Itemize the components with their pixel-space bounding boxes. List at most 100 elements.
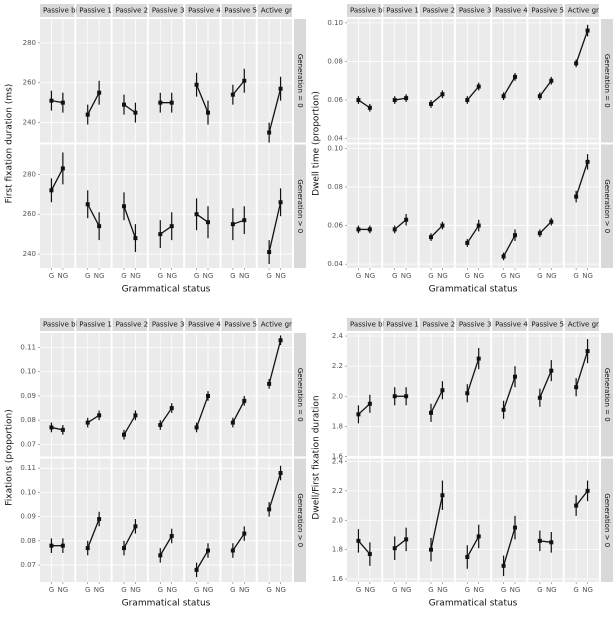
- point: [501, 94, 506, 99]
- column-label: Passive 5: [531, 321, 564, 329]
- panel: [455, 19, 491, 143]
- x-tick-label: NG: [582, 272, 593, 280]
- row-strip: [294, 19, 306, 143]
- y-tick-label: 0.09: [20, 513, 36, 521]
- point: [194, 82, 199, 87]
- x-tick-label: G: [121, 272, 126, 280]
- point: [242, 218, 247, 223]
- panel: [148, 333, 184, 457]
- point: [60, 427, 65, 432]
- column-label: Passive 4: [495, 321, 528, 329]
- row-strip: [294, 333, 306, 457]
- point: [465, 555, 470, 560]
- y-tick-label: 0.08: [20, 416, 36, 424]
- panel: [347, 333, 382, 457]
- point: [267, 507, 272, 512]
- point: [574, 194, 579, 199]
- row-label: Generation > 0: [603, 493, 611, 547]
- point: [206, 110, 210, 115]
- point: [194, 212, 199, 217]
- y-tick-label: 0.04: [327, 135, 343, 143]
- line: [268, 88, 282, 133]
- panel: [221, 19, 256, 143]
- point: [440, 388, 445, 393]
- column-label: Active gr: [261, 7, 292, 15]
- column-label: Passive 5: [224, 321, 257, 329]
- line: [268, 202, 282, 253]
- panel: [383, 144, 418, 268]
- panel: [148, 458, 184, 582]
- x-tick-label: NG: [203, 272, 214, 280]
- point: [404, 537, 409, 542]
- line: [159, 535, 173, 556]
- point: [392, 98, 397, 103]
- panel: [76, 19, 111, 143]
- row-strip: [294, 144, 306, 268]
- point: [392, 227, 397, 232]
- point: [549, 78, 554, 83]
- y-tick-label: 260: [23, 79, 36, 87]
- row-label: Generation > 0: [296, 493, 304, 547]
- y-tick-label: 0.08: [20, 537, 36, 545]
- column-label: Passive 2: [116, 321, 149, 329]
- point: [242, 78, 247, 83]
- point: [133, 110, 138, 115]
- y-axis-title: Dwell/First fixation duration: [312, 395, 322, 519]
- x-tick-label: G: [428, 272, 433, 280]
- panel: [257, 333, 292, 457]
- line: [575, 350, 589, 388]
- column-label: Passive 3: [152, 7, 185, 15]
- line: [159, 407, 173, 426]
- point: [429, 101, 433, 106]
- point: [49, 425, 54, 430]
- point: [404, 394, 409, 399]
- row-label: Generation > 0: [296, 179, 304, 233]
- column-strip: [492, 4, 527, 17]
- point: [169, 406, 174, 411]
- panel: [112, 458, 147, 582]
- point: [476, 534, 481, 539]
- column-strip: [528, 318, 563, 331]
- point: [367, 227, 372, 232]
- y-tick-label: 2.0: [332, 392, 343, 400]
- point: [513, 74, 517, 79]
- point: [549, 219, 554, 224]
- point: [49, 543, 54, 548]
- panel: [528, 19, 563, 143]
- column-strip: [76, 318, 111, 331]
- line: [575, 161, 589, 197]
- y-tick-label: 2.4: [332, 457, 344, 465]
- panel: [112, 19, 147, 143]
- panel: [455, 333, 491, 457]
- y-tick-label: 0.10: [327, 144, 343, 152]
- column-strip: [148, 318, 184, 331]
- x-tick-label: G: [465, 586, 470, 594]
- y-tick-label: 2.0: [332, 516, 343, 524]
- point: [60, 166, 65, 171]
- panel: [492, 19, 527, 143]
- x-tick-label: G: [501, 586, 506, 594]
- column-strip: [257, 4, 292, 17]
- column-strip: [455, 318, 491, 331]
- point: [267, 381, 272, 386]
- x-tick-label: NG: [473, 272, 484, 280]
- line: [502, 527, 516, 567]
- column-strip: [419, 318, 454, 331]
- line: [268, 472, 282, 510]
- point: [122, 432, 126, 437]
- line: [123, 526, 137, 549]
- column-label: Active gr: [261, 321, 292, 329]
- x-tick-label: NG: [401, 586, 412, 594]
- x-tick-label: G: [392, 586, 397, 594]
- y-tick-label: 1.8: [332, 546, 343, 554]
- x-tick-label: NG: [94, 586, 105, 594]
- x-tick-label: NG: [582, 586, 593, 594]
- point: [476, 84, 481, 89]
- point: [585, 349, 590, 354]
- x-axis-title: Grammatical status: [122, 285, 211, 295]
- point: [356, 538, 361, 543]
- point: [501, 407, 506, 412]
- point: [429, 410, 433, 415]
- panel: [40, 458, 75, 582]
- line: [232, 533, 245, 551]
